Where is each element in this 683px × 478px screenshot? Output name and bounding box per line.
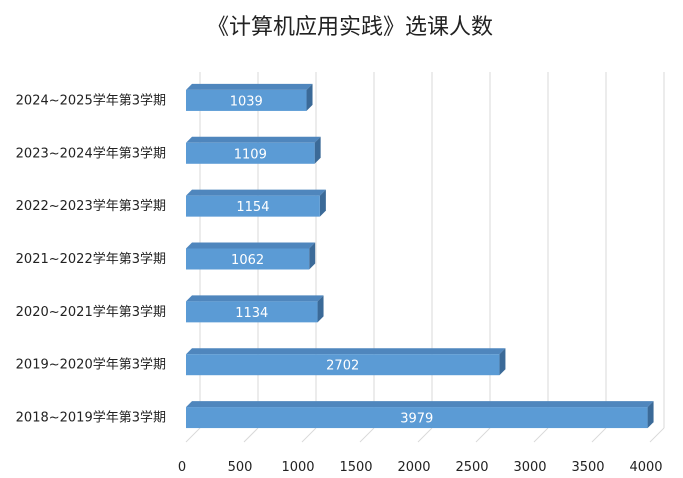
bar-front-face bbox=[186, 195, 320, 217]
data-label: 2702 bbox=[326, 359, 359, 374]
gridline-floor bbox=[417, 427, 433, 443]
bar-side-face bbox=[306, 83, 313, 111]
x-tick-label: 4000 bbox=[629, 460, 662, 475]
gridline-floor bbox=[185, 427, 201, 443]
data-label: 1062 bbox=[231, 253, 264, 268]
bar-top-face bbox=[186, 348, 506, 355]
x-tick-label: 3000 bbox=[513, 460, 546, 475]
gridline-floor bbox=[243, 427, 259, 443]
x-tick-label: 2500 bbox=[455, 460, 488, 475]
bar-front-face bbox=[186, 142, 315, 164]
bar-side-face bbox=[647, 401, 654, 429]
data-label: 1134 bbox=[235, 306, 268, 321]
bar-top-face bbox=[186, 136, 321, 143]
bar-side-face bbox=[317, 295, 324, 323]
category-label: 2019~2020学年第3学期 bbox=[16, 357, 166, 373]
data-label: 1109 bbox=[234, 147, 267, 162]
bar-side-face bbox=[309, 242, 316, 270]
x-axis-tick-labels: 0 500 1000 1500 2000 2500 3000 3500 4000 bbox=[178, 460, 663, 475]
gridline-floor bbox=[533, 427, 549, 443]
bar-front-face bbox=[186, 301, 318, 323]
x-tick-label: 0 bbox=[178, 460, 186, 475]
bar-side-face bbox=[319, 189, 326, 217]
bar: 1039 bbox=[186, 83, 313, 111]
gridline-floor bbox=[359, 427, 375, 443]
bar-front-face bbox=[186, 89, 307, 111]
bar-top-face bbox=[186, 242, 316, 249]
chart-title: 《计算机应用实践》选课人数 bbox=[207, 15, 493, 40]
bar-front-face bbox=[186, 354, 500, 376]
category-label: 2023~2024学年第3学期 bbox=[16, 145, 166, 161]
bar-top-face bbox=[186, 83, 313, 90]
bar-top-face bbox=[186, 401, 654, 408]
bar: 3979 bbox=[186, 401, 654, 429]
category-label: 2021~2022学年第3学期 bbox=[16, 251, 166, 267]
category-label: 2020~2021学年第3学期 bbox=[16, 304, 166, 320]
x-tick-label: 500 bbox=[228, 460, 253, 475]
bar-front-face bbox=[186, 407, 648, 429]
bar: 2702 bbox=[186, 348, 506, 376]
bar: 1062 bbox=[186, 242, 316, 270]
bar-top-face bbox=[186, 189, 326, 196]
gridline-floor bbox=[475, 427, 491, 443]
bars: 1039 1109 1154 1062 1134 2702 3979 bbox=[186, 83, 654, 429]
gridline-floor bbox=[649, 427, 665, 443]
bar: 1154 bbox=[186, 189, 326, 217]
data-label: 1154 bbox=[236, 200, 269, 215]
bar-top-face bbox=[186, 295, 324, 302]
bar: 1109 bbox=[186, 136, 321, 164]
bar-side-face bbox=[499, 348, 506, 376]
bar-front-face bbox=[186, 248, 310, 270]
x-tick-label: 2000 bbox=[397, 460, 430, 475]
gridline-floor bbox=[591, 427, 607, 443]
x-tick-label: 3500 bbox=[571, 460, 604, 475]
category-label: 2024~2025学年第3学期 bbox=[16, 92, 166, 108]
bar: 1134 bbox=[186, 295, 324, 323]
category-label: 2018~2019学年第3学期 bbox=[16, 410, 166, 426]
category-label: 2022~2023学年第3学期 bbox=[16, 198, 166, 214]
gridline-floor bbox=[301, 427, 317, 443]
x-tick-label: 1500 bbox=[339, 460, 372, 475]
category-labels: 2024~2025学年第3学期 2023~2024学年第3学期 2022~2023学… bbox=[16, 92, 166, 425]
x-tick-label: 1000 bbox=[281, 460, 314, 475]
bar-side-face bbox=[314, 136, 321, 164]
data-label: 1039 bbox=[230, 94, 263, 109]
data-label: 3979 bbox=[400, 412, 433, 427]
